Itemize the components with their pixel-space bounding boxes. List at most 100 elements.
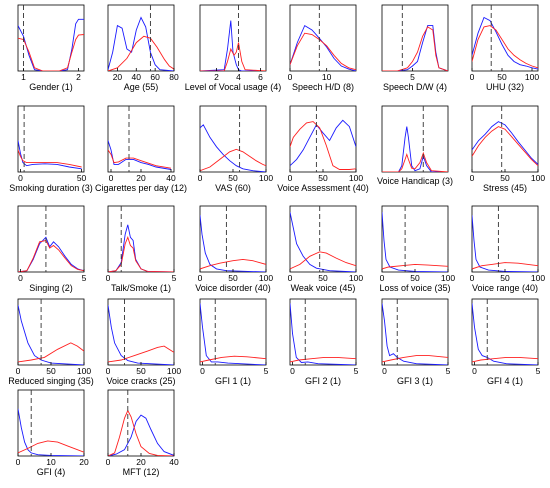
x-tick-label: 50 xyxy=(500,173,510,183)
x-tick-label: 20 xyxy=(79,457,89,467)
series-line-blue xyxy=(472,303,538,365)
x-tick-label: 0 xyxy=(288,273,293,283)
series-line-blue xyxy=(108,224,174,272)
x-tick-label: 20 xyxy=(113,72,123,82)
series-line-red xyxy=(472,356,538,363)
series-line-red xyxy=(290,251,356,270)
x-axis-label: GFI 3 (1) xyxy=(397,376,433,386)
axes-frame xyxy=(471,4,539,72)
series-line-red xyxy=(18,34,84,71)
subplot-2: 20 40 60 80 Age (55) xyxy=(107,4,179,92)
x-tick-label: 50 xyxy=(318,273,328,283)
subplot-9: 0 50 100 VAS (60) xyxy=(198,105,273,193)
subplot-23: 0 5 GFI 3 (1) xyxy=(381,298,451,386)
x-tick-label: 50 xyxy=(318,173,328,183)
series-line-red xyxy=(108,345,174,363)
series-line-blue xyxy=(382,212,448,272)
axes-frame xyxy=(199,4,267,72)
series-line-blue xyxy=(290,303,356,365)
series-line-red xyxy=(108,409,174,456)
axes-frame xyxy=(107,205,175,273)
series-line-red xyxy=(18,342,84,363)
axes-frame xyxy=(381,298,449,366)
x-tick-label: 2 xyxy=(76,72,81,82)
series-line-red xyxy=(18,440,84,454)
x-tick-label: 10 xyxy=(322,72,332,82)
x-tick-label: 0 xyxy=(470,72,475,82)
x-axis-label: Age (55) xyxy=(124,82,159,92)
x-tick-label: 40 xyxy=(132,72,142,82)
x-tick-label: 100 xyxy=(259,273,273,283)
subplot-26: 0 20 40 MFT (12) xyxy=(106,389,179,477)
x-tick-label: 0 xyxy=(16,457,21,467)
series-line-blue xyxy=(200,20,266,71)
x-tick-label: 0 xyxy=(198,173,203,183)
subplot-13: 0 5 Singing (2) xyxy=(17,205,87,293)
series-line-blue xyxy=(472,16,538,70)
series-line-blue xyxy=(18,408,84,456)
axes-frame xyxy=(289,4,357,72)
series-line-red xyxy=(200,258,266,270)
axes-frame xyxy=(471,105,539,173)
x-axis-label: Stress (45) xyxy=(483,183,527,193)
x-tick-label: 50 xyxy=(500,273,510,283)
series-line-blue xyxy=(382,126,448,172)
series-line-red xyxy=(108,35,174,71)
x-axis-label: Weak voice (45) xyxy=(291,283,356,293)
series-line-red xyxy=(382,26,448,71)
series-line-blue xyxy=(382,303,448,365)
series-line-red xyxy=(18,239,84,272)
x-tick-label: 5 xyxy=(446,366,451,376)
axes-frame xyxy=(17,105,85,173)
x-tick-label: 2 xyxy=(214,72,219,82)
x-tick-label: 100 xyxy=(259,173,273,183)
x-tick-label: 5 xyxy=(354,366,359,376)
x-tick-label: 0 xyxy=(16,366,21,376)
x-tick-label: 20 xyxy=(136,457,146,467)
x-tick-label: 0 xyxy=(18,273,23,283)
x-tick-label: 0 xyxy=(198,273,203,283)
axes-frame xyxy=(471,298,539,366)
x-tick-label: 100 xyxy=(525,72,539,82)
x-tick-label: 50 xyxy=(497,72,507,82)
axes-frame xyxy=(17,4,85,72)
series-line-red xyxy=(18,149,82,168)
series-line-red xyxy=(382,151,448,172)
series-line-blue xyxy=(290,212,356,272)
x-axis-label: Smoking duration (3) xyxy=(9,183,93,193)
subplot-12: 0 50 100 Stress (45) xyxy=(470,105,545,193)
series-line-blue xyxy=(18,236,84,272)
x-tick-label: 0 xyxy=(106,457,111,467)
series-line-red xyxy=(290,356,356,363)
x-tick-label: 40 xyxy=(166,173,176,183)
x-axis-label: UHU (32) xyxy=(486,82,524,92)
x-axis-label: GFI 2 (1) xyxy=(305,376,341,386)
x-axis-label: GFI 4 (1) xyxy=(487,376,523,386)
x-tick-label: 0 xyxy=(470,273,475,283)
x-tick-label: 40 xyxy=(169,457,179,467)
axes-frame xyxy=(381,105,449,173)
series-line-blue xyxy=(472,121,538,165)
x-tick-label: 100 xyxy=(349,273,363,283)
x-tick-label: 5 xyxy=(172,273,177,283)
series-line-red xyxy=(200,148,266,172)
x-tick-label: 100 xyxy=(77,366,91,376)
x-tick-label: 4 xyxy=(236,72,241,82)
x-axis-label: Voice Handicap (3) xyxy=(377,176,453,186)
series-line-blue xyxy=(18,140,82,170)
x-tick-label: 0 xyxy=(288,72,293,82)
x-tick-label: 0 xyxy=(472,366,477,376)
x-axis-label: GFI (4) xyxy=(37,467,66,477)
axes-frame xyxy=(471,205,539,273)
subplot-24: 0 5 GFI 4 (1) xyxy=(471,298,541,386)
x-tick-label: 50 xyxy=(228,273,238,283)
